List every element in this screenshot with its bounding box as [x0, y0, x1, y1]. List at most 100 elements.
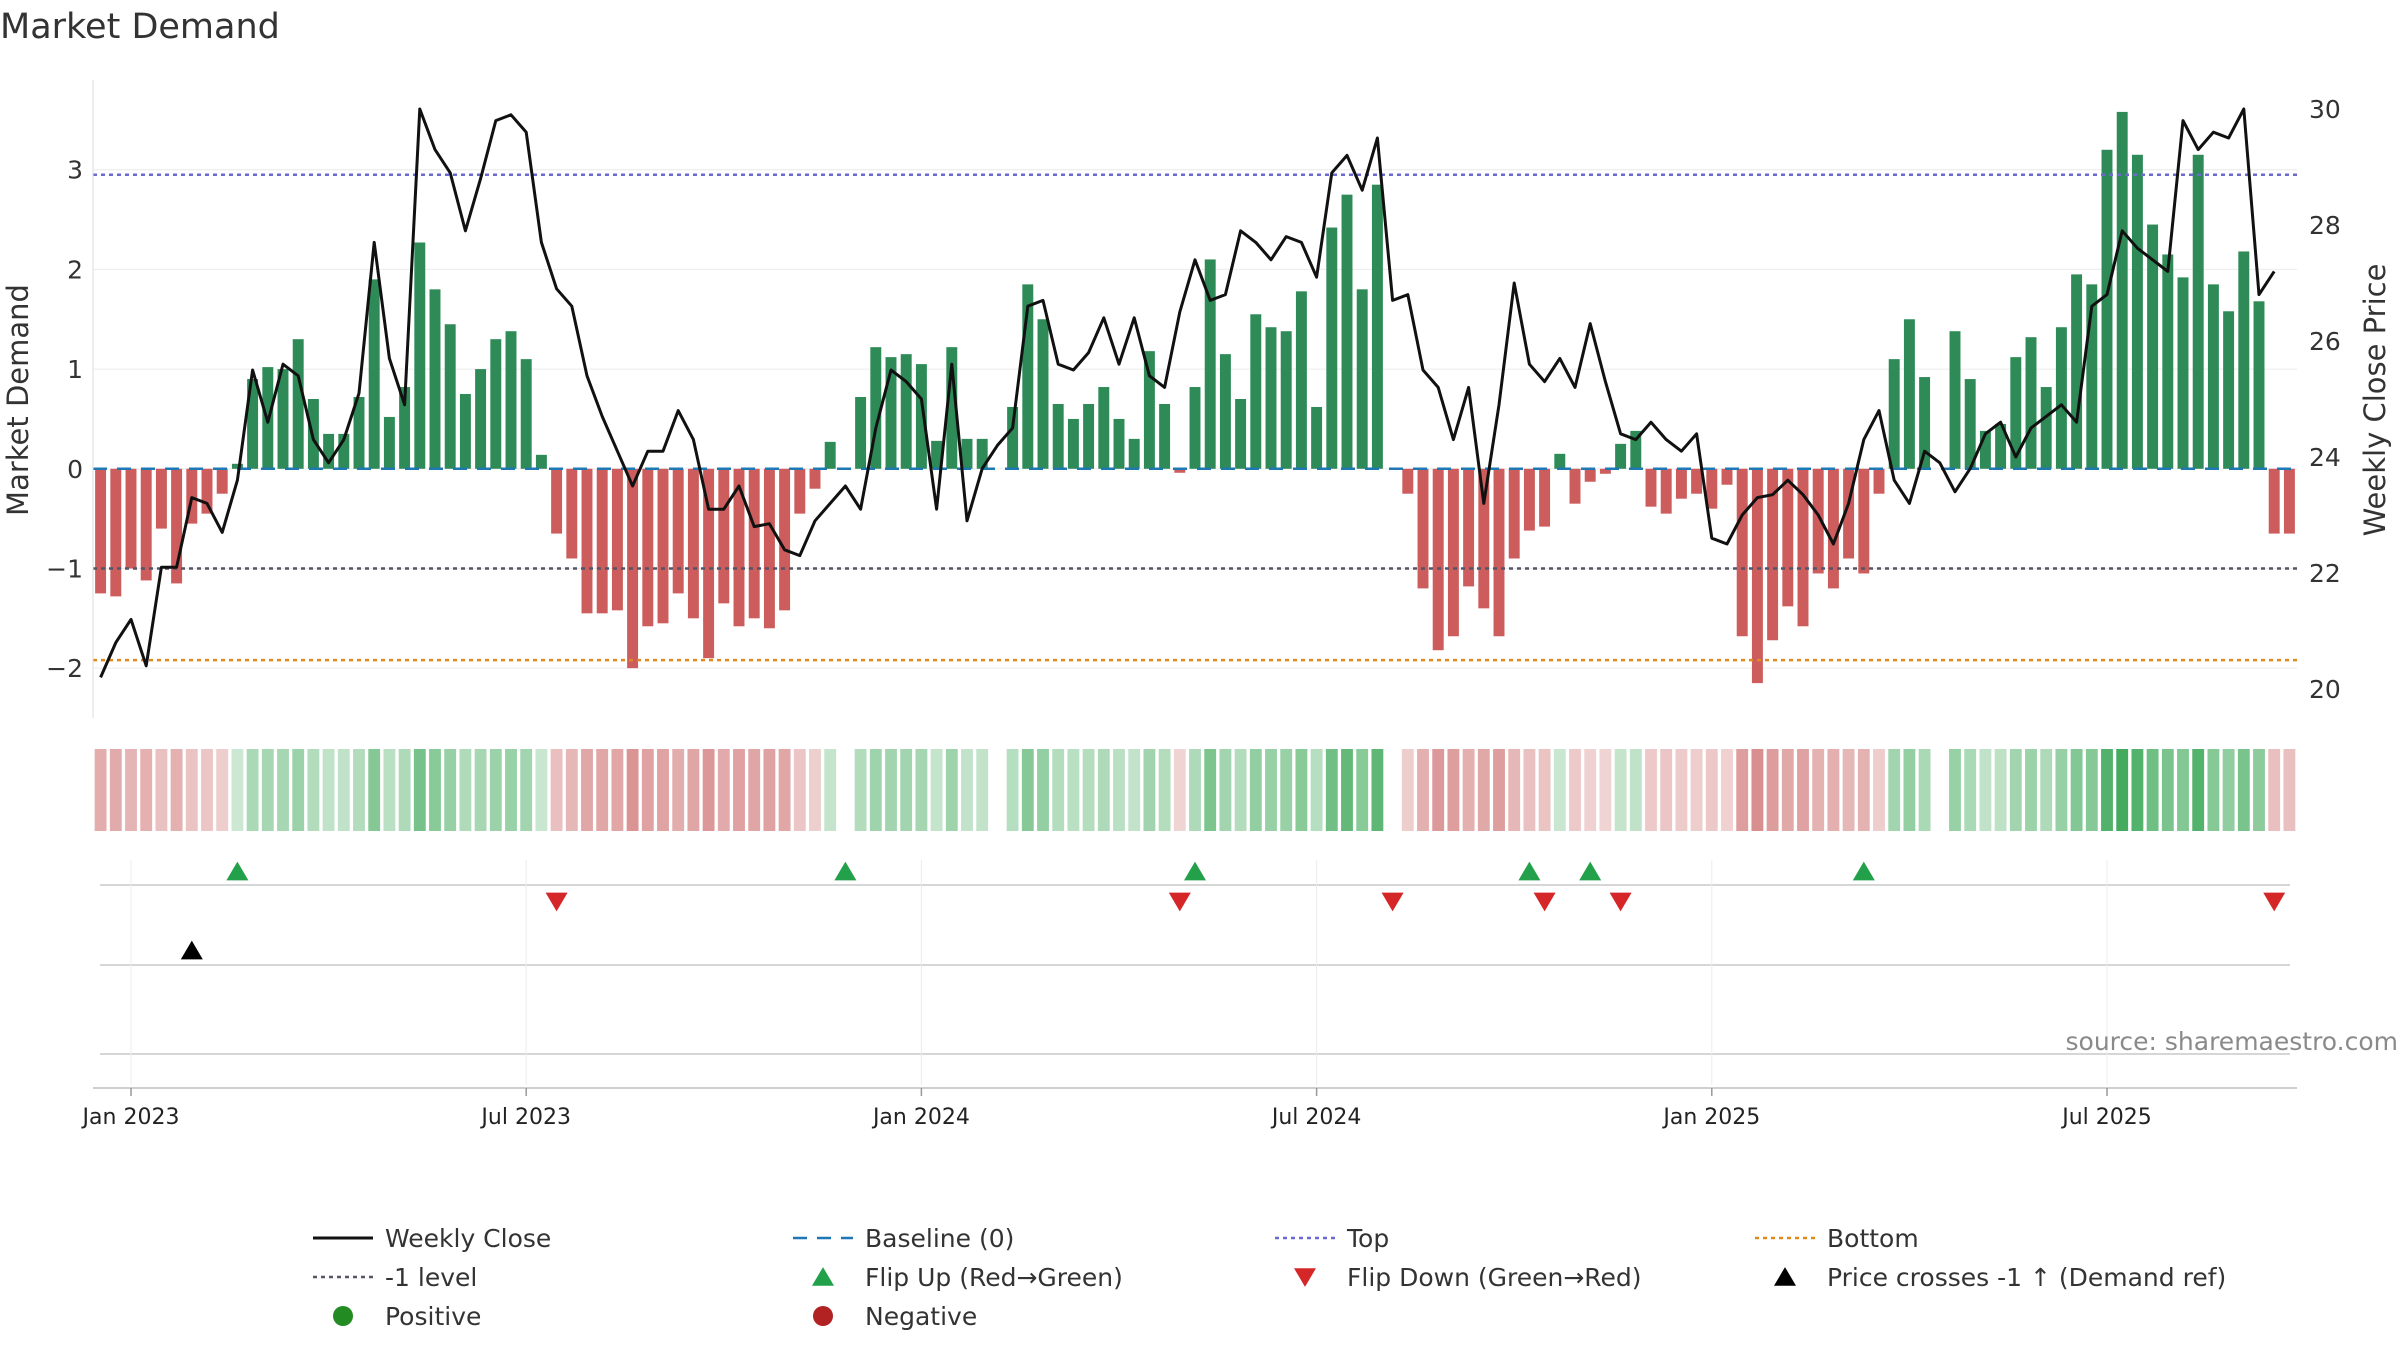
- legend-label: Flip Down (Green→Red): [1347, 1263, 1642, 1292]
- y-tick-right: 24: [2309, 443, 2341, 472]
- heat-cell: [2146, 749, 2159, 831]
- legend-swatch-triangle-up: [1774, 1267, 1796, 1286]
- legend-label: -1 level: [385, 1263, 477, 1292]
- flip-down-marker: [1168, 892, 1191, 912]
- demand-bar: [1159, 403, 1171, 469]
- heat-cell: [1584, 749, 1597, 831]
- y-tick-right: 26: [2309, 327, 2341, 356]
- demand-bar: [1873, 468, 1885, 494]
- heat-cell: [778, 749, 791, 831]
- demand-bar: [1265, 327, 1277, 469]
- heat-cell: [155, 749, 168, 831]
- demand-bar: [1311, 406, 1323, 469]
- demand-bar: [459, 394, 471, 469]
- demand-bar: [2071, 274, 2083, 469]
- demand-bar: [110, 468, 122, 597]
- demand-bar: [429, 289, 441, 469]
- event-markers: [100, 860, 2290, 1085]
- demand-bar: [475, 369, 487, 469]
- heat-cell: [961, 749, 973, 831]
- heat-cell: [565, 749, 578, 831]
- demand-bar: [642, 468, 654, 627]
- heat-cell: [1614, 749, 1627, 831]
- y-tick-left: −2: [46, 654, 83, 683]
- heat-cell: [1128, 749, 1141, 831]
- flip-up-marker: [1852, 861, 1875, 881]
- demand-bar: [809, 468, 821, 489]
- demand-bar: [1660, 468, 1672, 514]
- y-axis-label-right: Weekly Close Price: [2358, 264, 2392, 537]
- demand-bar: [1219, 354, 1231, 469]
- heat-cell: [2040, 749, 2053, 831]
- heat-cell: [1873, 749, 1885, 831]
- flip-down-marker: [1609, 892, 1632, 912]
- heat-cell: [170, 749, 183, 831]
- legend-label: Bottom: [1827, 1224, 1919, 1253]
- legend-label: Weekly Close: [385, 1224, 551, 1253]
- y-tick-left: 1: [67, 355, 83, 384]
- heat-cell: [2070, 749, 2083, 831]
- demand-bar: [855, 397, 867, 469]
- heat-cell: [976, 749, 989, 831]
- heat-cell: [307, 749, 320, 831]
- heat-cell: [1143, 749, 1156, 831]
- heat-cell: [1766, 749, 1779, 831]
- demand-bar: [2192, 154, 2204, 469]
- heat-cell: [1158, 749, 1171, 831]
- demand-bar: [2238, 251, 2250, 469]
- y-tick-left: 2: [67, 255, 83, 284]
- demand-bar: [1903, 319, 1915, 469]
- demand-bar: [961, 438, 973, 469]
- heat-cell: [2268, 749, 2281, 831]
- demand-bar: [1371, 184, 1383, 469]
- heat-cell: [1781, 749, 1794, 831]
- y-tick-left: −1: [46, 554, 83, 583]
- heat-cell: [1082, 749, 1095, 831]
- demand-bar: [2268, 468, 2280, 534]
- heat-cell: [1645, 749, 1657, 831]
- y-tick-right: 20: [2309, 675, 2341, 704]
- demand-bar: [748, 468, 760, 619]
- y-axis-label-left: Market Demand: [1, 284, 35, 516]
- demand-bar: [1858, 468, 1870, 574]
- demand-bar: [718, 468, 730, 604]
- heat-cell: [1493, 749, 1505, 831]
- demand-bar: [931, 440, 943, 469]
- y-tick-right: 28: [2309, 211, 2341, 240]
- demand-bar: [1949, 331, 1961, 469]
- heat-cell: [1857, 749, 1870, 831]
- demand-bar: [885, 357, 897, 469]
- demand-bar: [490, 339, 502, 469]
- heat-cell: [1629, 749, 1642, 831]
- heat-cell: [505, 749, 517, 831]
- heat-cell: [2192, 749, 2205, 831]
- demand-bar: [2101, 149, 2113, 469]
- heat-cell: [2207, 749, 2220, 831]
- x-axis: Jan 2023 Jul 2023 Jan 2024 Jul 2024 Jan 2025…: [81, 1087, 2297, 1130]
- demand-bar: [2223, 311, 2235, 469]
- weekly-close-line-group: [99, 107, 2276, 679]
- heat-cell: [520, 749, 533, 831]
- heat-cell: [459, 749, 472, 831]
- demand-bar: [125, 468, 137, 569]
- legend-label: Negative: [865, 1302, 977, 1331]
- demand-bar: [1523, 468, 1535, 531]
- demand-bar: [1326, 227, 1338, 469]
- demand-bar: [1675, 468, 1687, 499]
- heat-cell: [246, 749, 259, 831]
- y-tick-right: 22: [2309, 559, 2341, 588]
- legend-swatch-triangle-down: [1294, 1268, 1316, 1287]
- flip-up-marker: [1184, 861, 1206, 881]
- demand-bar: [1417, 468, 1429, 589]
- demand-bar: [976, 438, 988, 469]
- heat-cell: [900, 749, 913, 831]
- heat-cell: [733, 749, 745, 831]
- heat-cell: [596, 749, 609, 831]
- demand-bar: [1493, 468, 1505, 637]
- legend-swatch-triangle-up: [812, 1267, 834, 1286]
- demand-bar: [1645, 468, 1657, 507]
- x-tick-label: Jul 2023: [479, 1105, 571, 1130]
- demand-bar: [1615, 443, 1627, 469]
- legend-label: Price crosses -1 ↑ (Demand ref): [1827, 1263, 2226, 1292]
